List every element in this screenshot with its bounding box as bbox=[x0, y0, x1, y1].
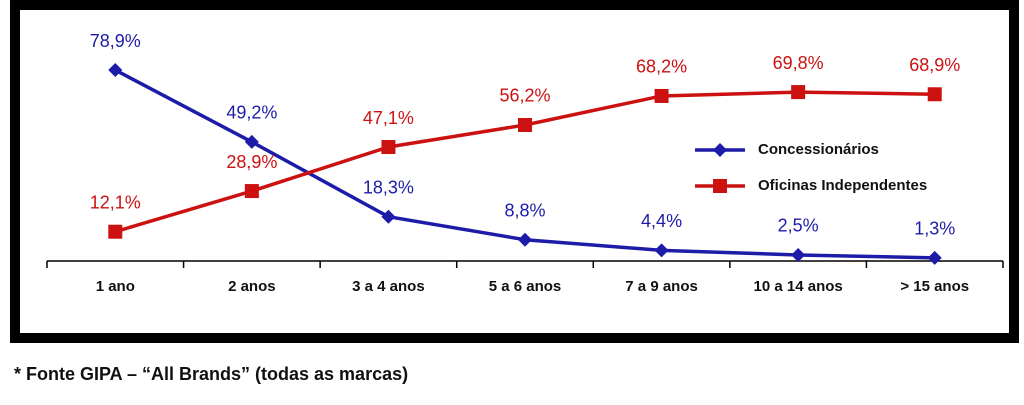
value-label: 28,9% bbox=[226, 152, 277, 172]
point bbox=[518, 117, 532, 132]
x-tick-label: 3 a 4 anos bbox=[352, 278, 425, 295]
value-label: 4,4% bbox=[641, 211, 682, 231]
value-label: 12,1% bbox=[90, 192, 141, 212]
point bbox=[654, 243, 669, 258]
value-label: 68,9% bbox=[909, 55, 960, 75]
value-label: 56,2% bbox=[499, 86, 550, 106]
chart-frame bbox=[10, 0, 1019, 343]
point bbox=[791, 85, 806, 100]
value-label: 49,2% bbox=[226, 103, 277, 123]
x-tick-label: > 15 anos bbox=[900, 278, 969, 295]
legend-marker bbox=[713, 179, 727, 193]
legend-marker bbox=[713, 143, 727, 157]
value-label: 47,1% bbox=[363, 108, 414, 128]
point bbox=[244, 184, 259, 199]
point bbox=[381, 140, 396, 155]
x-tick-label: 7 a 9 anos bbox=[625, 278, 698, 295]
point bbox=[791, 247, 806, 262]
source-note: * Fonte GIPA – “All Brands” (todas as ma… bbox=[14, 364, 408, 384]
point bbox=[927, 87, 942, 102]
point bbox=[927, 250, 942, 265]
point bbox=[381, 209, 396, 224]
value-label: 78,9% bbox=[90, 31, 141, 51]
value-label: 68,2% bbox=[636, 57, 687, 77]
legend-label: Concessionários bbox=[758, 141, 879, 158]
legend-label: Oficinas Independentes bbox=[758, 177, 927, 194]
value-label: 2,5% bbox=[778, 216, 819, 236]
value-label: 1,3% bbox=[914, 219, 955, 239]
value-label: 18,3% bbox=[363, 177, 414, 197]
x-tick-label: 10 a 14 anos bbox=[754, 278, 843, 295]
value-label: 8,8% bbox=[504, 200, 545, 220]
x-tick-label: 2 anos bbox=[228, 278, 276, 295]
point bbox=[108, 63, 123, 78]
point bbox=[518, 232, 532, 247]
point bbox=[244, 134, 259, 149]
point bbox=[654, 88, 669, 103]
point bbox=[108, 224, 123, 239]
x-tick-label: 1 ano bbox=[96, 278, 135, 295]
value-label: 69,8% bbox=[773, 53, 824, 73]
x-tick-label: 5 a 6 anos bbox=[489, 278, 562, 295]
